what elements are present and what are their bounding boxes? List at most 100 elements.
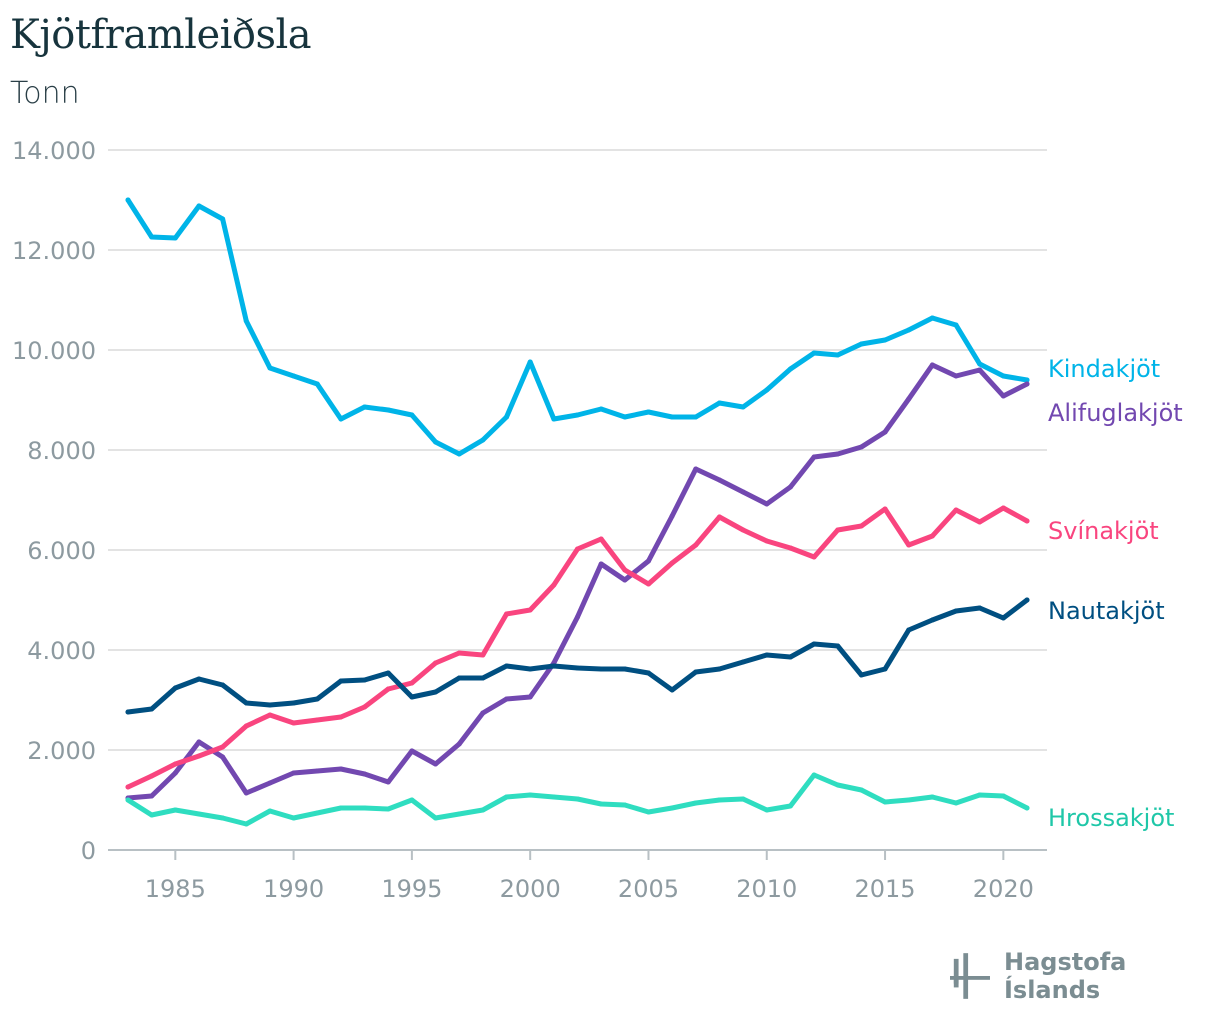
data-point bbox=[645, 809, 651, 815]
data-point bbox=[362, 677, 368, 683]
data-point bbox=[220, 682, 226, 688]
data-point bbox=[575, 412, 580, 418]
data-point bbox=[575, 546, 580, 552]
data-point bbox=[693, 466, 699, 472]
data-point bbox=[480, 437, 486, 443]
y-tick-label: 0 bbox=[81, 837, 96, 865]
data-point bbox=[787, 484, 793, 490]
data-point bbox=[409, 797, 415, 803]
data-point bbox=[598, 666, 604, 672]
data-point bbox=[291, 700, 297, 706]
data-point bbox=[338, 805, 344, 811]
data-point bbox=[1000, 793, 1006, 799]
data-point bbox=[693, 800, 699, 806]
data-point bbox=[267, 808, 273, 814]
data-point bbox=[716, 477, 722, 483]
line-chart: 02.0004.0006.0008.00010.00012.00014.000 … bbox=[12, 137, 1183, 903]
data-point bbox=[409, 412, 415, 418]
data-point bbox=[456, 811, 462, 817]
data-point bbox=[645, 409, 651, 415]
data-point bbox=[716, 666, 722, 672]
data-point bbox=[551, 582, 557, 588]
data-point bbox=[835, 782, 841, 788]
data-point bbox=[291, 720, 297, 726]
data-point bbox=[338, 766, 344, 772]
data-point bbox=[764, 807, 770, 813]
data-point bbox=[433, 439, 439, 445]
data-point bbox=[693, 542, 699, 548]
data-point bbox=[504, 611, 510, 617]
data-point bbox=[480, 652, 486, 658]
data-point bbox=[787, 803, 793, 809]
data-point bbox=[953, 608, 959, 614]
data-point bbox=[953, 322, 959, 328]
data-point bbox=[385, 779, 391, 785]
data-point bbox=[764, 538, 770, 544]
data-point bbox=[338, 714, 344, 720]
data-point bbox=[858, 444, 864, 450]
data-point bbox=[433, 761, 439, 767]
data-point bbox=[385, 670, 391, 676]
data-point bbox=[645, 581, 651, 587]
data-point bbox=[385, 686, 391, 692]
data-point bbox=[645, 670, 651, 676]
data-point bbox=[362, 771, 368, 777]
data-point bbox=[149, 706, 155, 712]
data-point bbox=[362, 805, 368, 811]
data-point bbox=[267, 365, 273, 371]
data-point bbox=[551, 794, 557, 800]
data-point bbox=[645, 558, 651, 564]
data-point bbox=[977, 519, 983, 525]
data-point bbox=[929, 617, 935, 623]
data-point bbox=[953, 373, 959, 379]
data-point bbox=[527, 694, 533, 700]
data-point bbox=[906, 396, 912, 402]
data-point bbox=[598, 561, 604, 567]
data-point bbox=[835, 451, 841, 457]
x-tick-label: 2015 bbox=[855, 875, 916, 903]
data-point bbox=[598, 801, 604, 807]
data-point bbox=[740, 659, 746, 665]
data-point bbox=[764, 387, 770, 393]
data-point bbox=[196, 753, 202, 759]
chart-subtitle: Tonn bbox=[10, 76, 80, 111]
data-point bbox=[527, 792, 533, 798]
series-label: Svínakjöt bbox=[1048, 517, 1159, 545]
logo-text: Hagstofa Íslands bbox=[1003, 948, 1127, 1004]
data-point bbox=[243, 821, 249, 827]
data-point bbox=[929, 362, 935, 368]
y-tick-label: 4.000 bbox=[27, 637, 96, 665]
series-label: Alifuglakjöt bbox=[1048, 399, 1183, 427]
data-point bbox=[882, 506, 888, 512]
data-point bbox=[858, 672, 864, 678]
data-point bbox=[669, 560, 675, 566]
data-point bbox=[716, 400, 722, 406]
data-point bbox=[811, 554, 817, 560]
x-tick-label: 2020 bbox=[973, 875, 1034, 903]
data-point bbox=[267, 712, 273, 718]
data-point bbox=[1024, 518, 1030, 524]
data-point bbox=[125, 197, 131, 203]
data-point bbox=[149, 773, 155, 779]
data-point bbox=[811, 454, 817, 460]
data-point bbox=[243, 318, 249, 324]
data-point bbox=[314, 717, 320, 723]
data-point bbox=[527, 359, 533, 365]
x-tick-label: 2010 bbox=[736, 875, 797, 903]
data-point bbox=[220, 216, 226, 222]
data-point bbox=[835, 643, 841, 649]
data-point bbox=[669, 805, 675, 811]
data-point bbox=[882, 429, 888, 435]
data-point bbox=[433, 689, 439, 695]
y-axis-ticks: 0 2.000 4.000 6.000 8.000 10.000 12.000 14.000 bbox=[12, 137, 96, 865]
data-point bbox=[291, 373, 297, 379]
data-point bbox=[693, 414, 699, 420]
data-point bbox=[456, 451, 462, 457]
data-point bbox=[243, 790, 249, 796]
x-tick-label: 1990 bbox=[263, 875, 324, 903]
data-point bbox=[669, 414, 675, 420]
data-point bbox=[480, 675, 486, 681]
data-point bbox=[764, 501, 770, 507]
data-point bbox=[1024, 597, 1030, 603]
data-point bbox=[622, 577, 628, 583]
